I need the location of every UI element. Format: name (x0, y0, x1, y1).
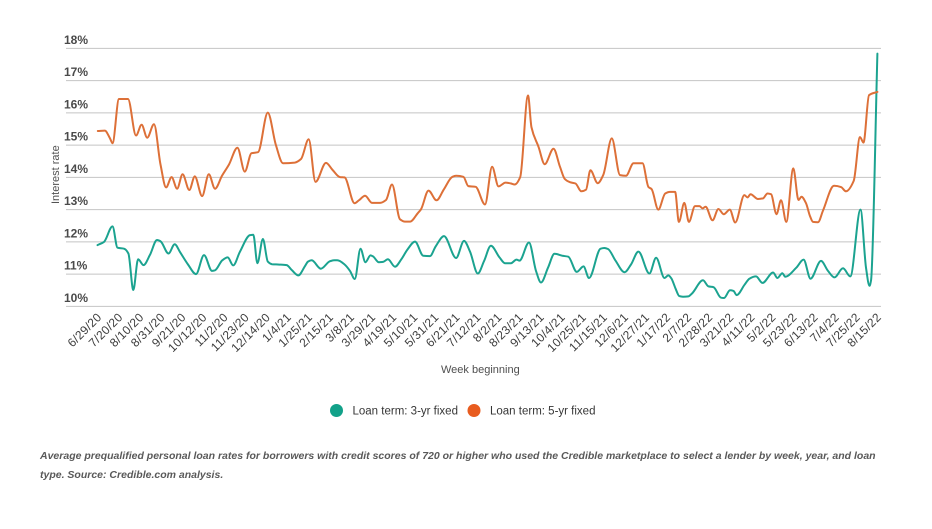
svg-text:15%: 15% (64, 130, 88, 144)
svg-text:type. Source: Credible.com ana: type. Source: Credible.com analysis. (40, 469, 223, 481)
svg-text:Week beginning: Week beginning (441, 364, 520, 376)
svg-text:12%: 12% (64, 226, 88, 240)
svg-text:Average prequalified personal: Average prequalified personal loan rates… (39, 450, 876, 462)
svg-text:10%: 10% (64, 291, 88, 305)
svg-text:14%: 14% (64, 162, 88, 176)
svg-text:16%: 16% (64, 97, 88, 111)
svg-text:18%: 18% (64, 33, 88, 47)
svg-text:17%: 17% (64, 65, 88, 79)
svg-text:Loan term: 3-yr fixed: Loan term: 3-yr fixed (353, 406, 458, 418)
svg-text:Interest rate: Interest rate (50, 145, 62, 204)
svg-text:11%: 11% (64, 259, 88, 273)
svg-text:13%: 13% (64, 194, 88, 208)
svg-text:Loan term: 5-yr fixed: Loan term: 5-yr fixed (490, 406, 595, 418)
